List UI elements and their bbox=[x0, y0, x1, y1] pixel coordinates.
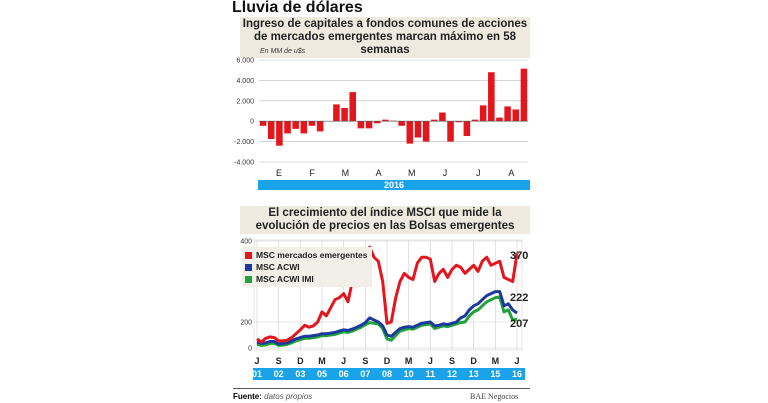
credit: BAE Negocios bbox=[470, 392, 519, 401]
y-tick-label: 200 bbox=[240, 320, 252, 327]
month-label: D bbox=[297, 356, 304, 366]
legend: MSC mercados emergentes MSC ACWI MSC ACW… bbox=[242, 247, 372, 287]
series-line bbox=[256, 295, 518, 347]
bar bbox=[292, 121, 299, 129]
bar bbox=[430, 119, 438, 122]
year-label: 08 bbox=[381, 369, 392, 379]
bar bbox=[422, 121, 430, 142]
bar bbox=[365, 121, 373, 129]
month-label: A bbox=[508, 168, 514, 178]
bar bbox=[349, 92, 357, 122]
bar bbox=[479, 105, 487, 122]
month-label: M bbox=[405, 356, 413, 366]
month-label: D bbox=[470, 356, 477, 366]
bar bbox=[308, 121, 316, 126]
month-label: J bbox=[514, 356, 519, 366]
bar bbox=[520, 68, 528, 122]
y-tick-label: -4.000 bbox=[234, 160, 254, 167]
year-label: 06 bbox=[338, 369, 349, 379]
year-label: 13 bbox=[468, 369, 479, 379]
bar bbox=[333, 104, 340, 122]
y-tick-label: -2.000 bbox=[234, 139, 254, 146]
year-label: 16 bbox=[511, 369, 522, 379]
bar bbox=[267, 121, 275, 140]
month-label: M bbox=[342, 168, 350, 178]
bar bbox=[496, 117, 503, 122]
month-label: M bbox=[318, 356, 326, 366]
source: Fuente: datos propios bbox=[233, 392, 313, 401]
bar bbox=[512, 109, 520, 122]
year-label: 10 bbox=[403, 369, 414, 379]
bar bbox=[373, 121, 381, 124]
legend-item: MSC mercados emergentes bbox=[245, 249, 368, 261]
bar bbox=[259, 121, 267, 126]
year-label: 01 bbox=[251, 369, 262, 379]
divider bbox=[233, 388, 530, 389]
year-band: 2016 bbox=[258, 180, 530, 190]
month-label: M bbox=[492, 356, 500, 366]
bar bbox=[471, 119, 479, 122]
bar bbox=[406, 121, 414, 144]
bar bbox=[447, 121, 454, 142]
bar bbox=[284, 121, 291, 134]
bar bbox=[316, 121, 324, 132]
bar bbox=[504, 106, 511, 122]
year-label: 05 bbox=[316, 369, 327, 379]
year-label: 11 bbox=[425, 369, 436, 379]
bar bbox=[488, 72, 495, 122]
month-label: D bbox=[384, 356, 391, 366]
y-tick-label: 4.000 bbox=[236, 78, 254, 85]
bar bbox=[414, 121, 422, 138]
series-line bbox=[256, 290, 518, 346]
month-label: S bbox=[362, 356, 368, 366]
y-tick-label: 400 bbox=[240, 239, 252, 246]
month-label: J bbox=[341, 356, 346, 366]
end-label-red: 370 bbox=[510, 250, 529, 262]
y-tick-label: 0 bbox=[250, 119, 254, 126]
bar bbox=[398, 121, 405, 126]
bar bbox=[341, 107, 348, 122]
year-label: 07 bbox=[360, 369, 371, 379]
bar bbox=[455, 121, 462, 123]
month-label: M bbox=[408, 168, 416, 178]
y-tick-label: 2.000 bbox=[236, 98, 254, 105]
month-label: S bbox=[276, 356, 282, 366]
bar bbox=[463, 121, 471, 136]
year-label: 15 bbox=[490, 369, 501, 379]
year-label: 03 bbox=[295, 369, 306, 379]
month-label: J bbox=[428, 356, 433, 366]
year-band-2: 01 02 03 05 06 07 08 10 11 12 13 15 16 bbox=[252, 368, 525, 380]
month-label: A bbox=[376, 168, 382, 178]
page-title: Lluvia de dólares bbox=[232, 0, 363, 16]
chart2-title: El crecimiento del índice MSCI que mide … bbox=[240, 206, 530, 234]
month-label: J bbox=[443, 168, 448, 178]
year-label: 2016 bbox=[383, 180, 405, 190]
bar bbox=[300, 121, 308, 134]
bar bbox=[276, 121, 283, 146]
legend-swatch bbox=[245, 251, 252, 259]
year-label: 02 bbox=[273, 369, 284, 379]
bar-chart: 6.000 4.000 2.000 0 -2.000 -4.000 E F M A M J J A bbox=[234, 58, 528, 178]
year-label: 12 bbox=[446, 369, 457, 379]
end-label-green: 207 bbox=[510, 318, 529, 330]
bar bbox=[439, 112, 446, 122]
chart1-ylabel: En MM de u$s bbox=[260, 48, 306, 55]
bar bbox=[357, 121, 365, 129]
end-label-blue: 222 bbox=[510, 292, 529, 304]
legend-item: MSC ACWI IMI bbox=[245, 273, 368, 285]
month-label: J bbox=[254, 356, 259, 366]
y-tick-label: 6.000 bbox=[236, 58, 254, 65]
month-label: J bbox=[476, 168, 481, 178]
month-label: S bbox=[449, 356, 455, 366]
month-label: E bbox=[276, 168, 282, 178]
legend-swatch bbox=[245, 275, 252, 283]
series-line bbox=[256, 245, 519, 344]
y-tick-label: 0 bbox=[248, 346, 252, 353]
legend-swatch bbox=[245, 263, 252, 271]
bar bbox=[382, 119, 389, 122]
month-label: F bbox=[309, 168, 315, 178]
legend-item: MSC ACWI bbox=[245, 261, 368, 273]
chart1-title: Ingreso de capitales a fondos comunes de… bbox=[240, 17, 530, 58]
